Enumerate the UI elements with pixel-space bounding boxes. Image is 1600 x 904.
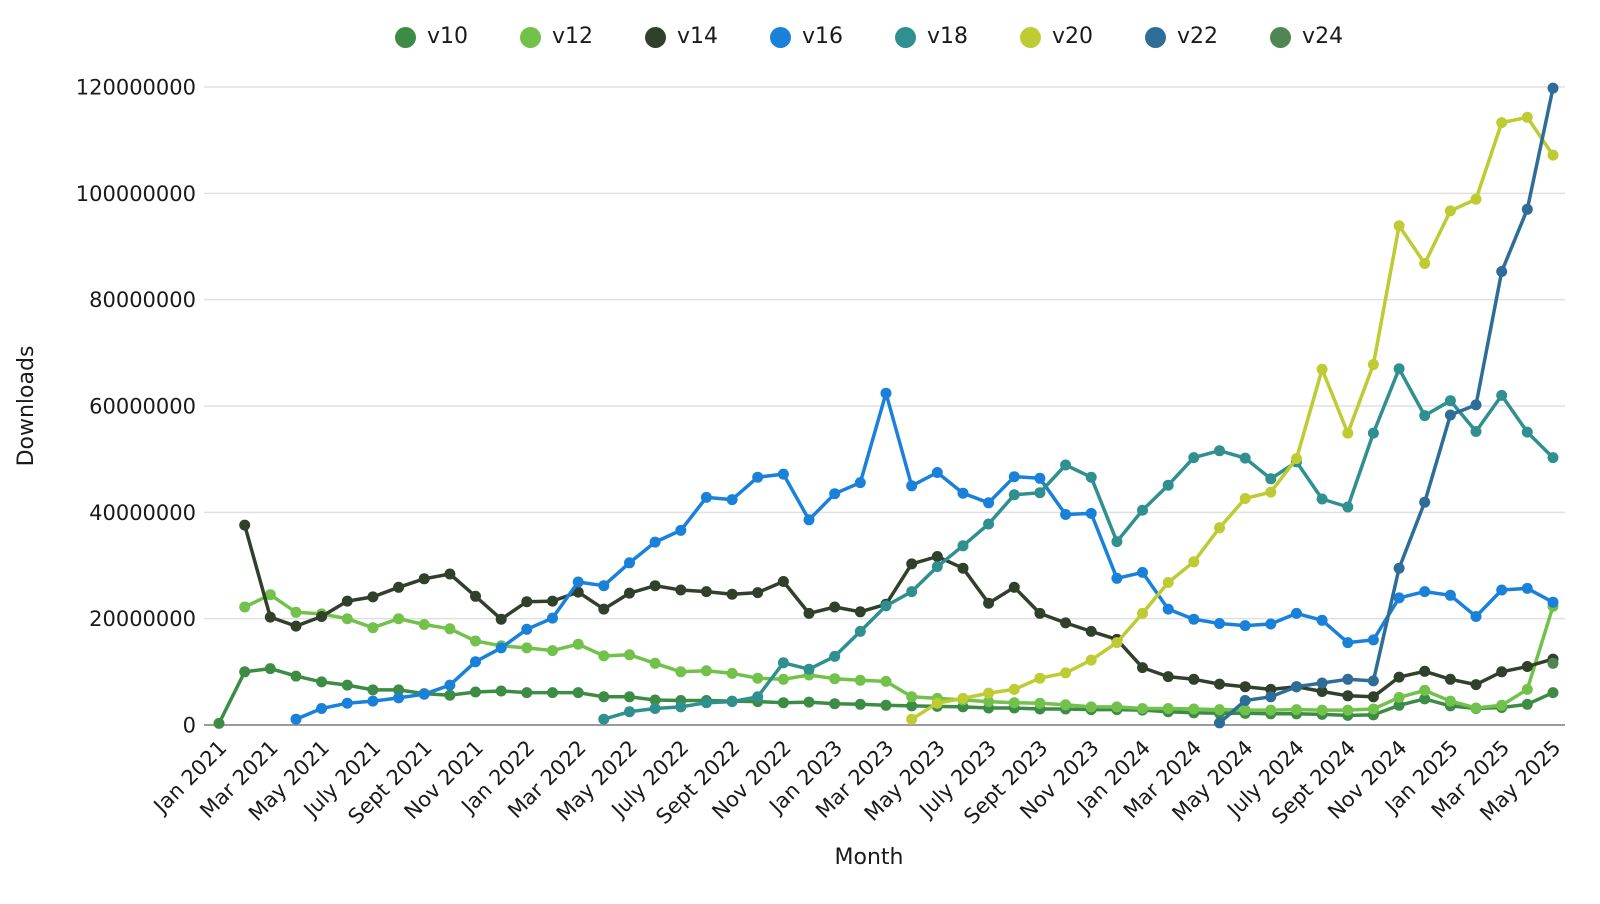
legend-label: v18 — [927, 24, 969, 49]
legend-item-v22[interactable]: v22 — [1145, 26, 1218, 48]
legend-label: v16 — [801, 24, 843, 49]
data-series-lines — [213, 82, 1559, 729]
y-tick-label: 80000000 — [89, 288, 196, 312]
y-tick-label: 20000000 — [89, 607, 196, 631]
legend-item-v24[interactable]: v24 — [1270, 26, 1343, 48]
legend-swatch-v12 — [519, 26, 541, 48]
legend-label: v10 — [426, 24, 468, 49]
y-tick-label: 100000000 — [76, 182, 196, 206]
legend-item-v20[interactable]: v20 — [1020, 26, 1093, 48]
y-axis-tick-labels: 0 20000000 40000000 60000000 80000000 1000000… — [76, 76, 196, 738]
legend-item-v16[interactable]: v16 — [769, 24, 843, 49]
legend-label: v20 — [1052, 24, 1094, 49]
series-v20 — [906, 111, 1559, 725]
legend-item-v14[interactable]: v14 — [644, 24, 718, 49]
legend-swatch-v24 — [1270, 26, 1292, 48]
legend-label: v14 — [676, 24, 718, 49]
series-v18 — [598, 363, 1559, 725]
x-axis-title: Month — [835, 845, 904, 870]
y-tick-label: 0 — [183, 714, 196, 738]
series-v14 — [239, 519, 1559, 703]
series-v22 — [1214, 82, 1559, 729]
legend-label: v24 — [1302, 24, 1344, 49]
y-tick-label: 120000000 — [76, 76, 196, 100]
legend-swatch-v16 — [769, 26, 791, 48]
legend-swatch-v14 — [644, 26, 666, 48]
y-tick-label: 40000000 — [89, 501, 196, 525]
y-axis-title: Downloads — [14, 346, 39, 467]
legend-label: v12 — [551, 24, 593, 49]
y-tick-label: 60000000 — [89, 395, 196, 419]
legend-item-v12[interactable]: v12 — [519, 24, 593, 49]
legend-swatch-v22 — [1145, 26, 1167, 48]
chart-legend: v10 v12 v14 v16 v18 v20 v22 v24 — [0, 26, 1600, 48]
legend-item-v10[interactable]: v10 — [394, 24, 468, 49]
legend-swatch-v20 — [1020, 26, 1042, 48]
legend-item-v18[interactable]: v18 — [895, 26, 968, 48]
gridlines — [204, 86, 1565, 726]
legend-label: v22 — [1177, 24, 1219, 49]
series-v16 — [290, 387, 1559, 725]
series-v24 — [1547, 657, 1559, 669]
legend-swatch-v10 — [394, 26, 416, 48]
legend-swatch-v18 — [895, 26, 916, 48]
